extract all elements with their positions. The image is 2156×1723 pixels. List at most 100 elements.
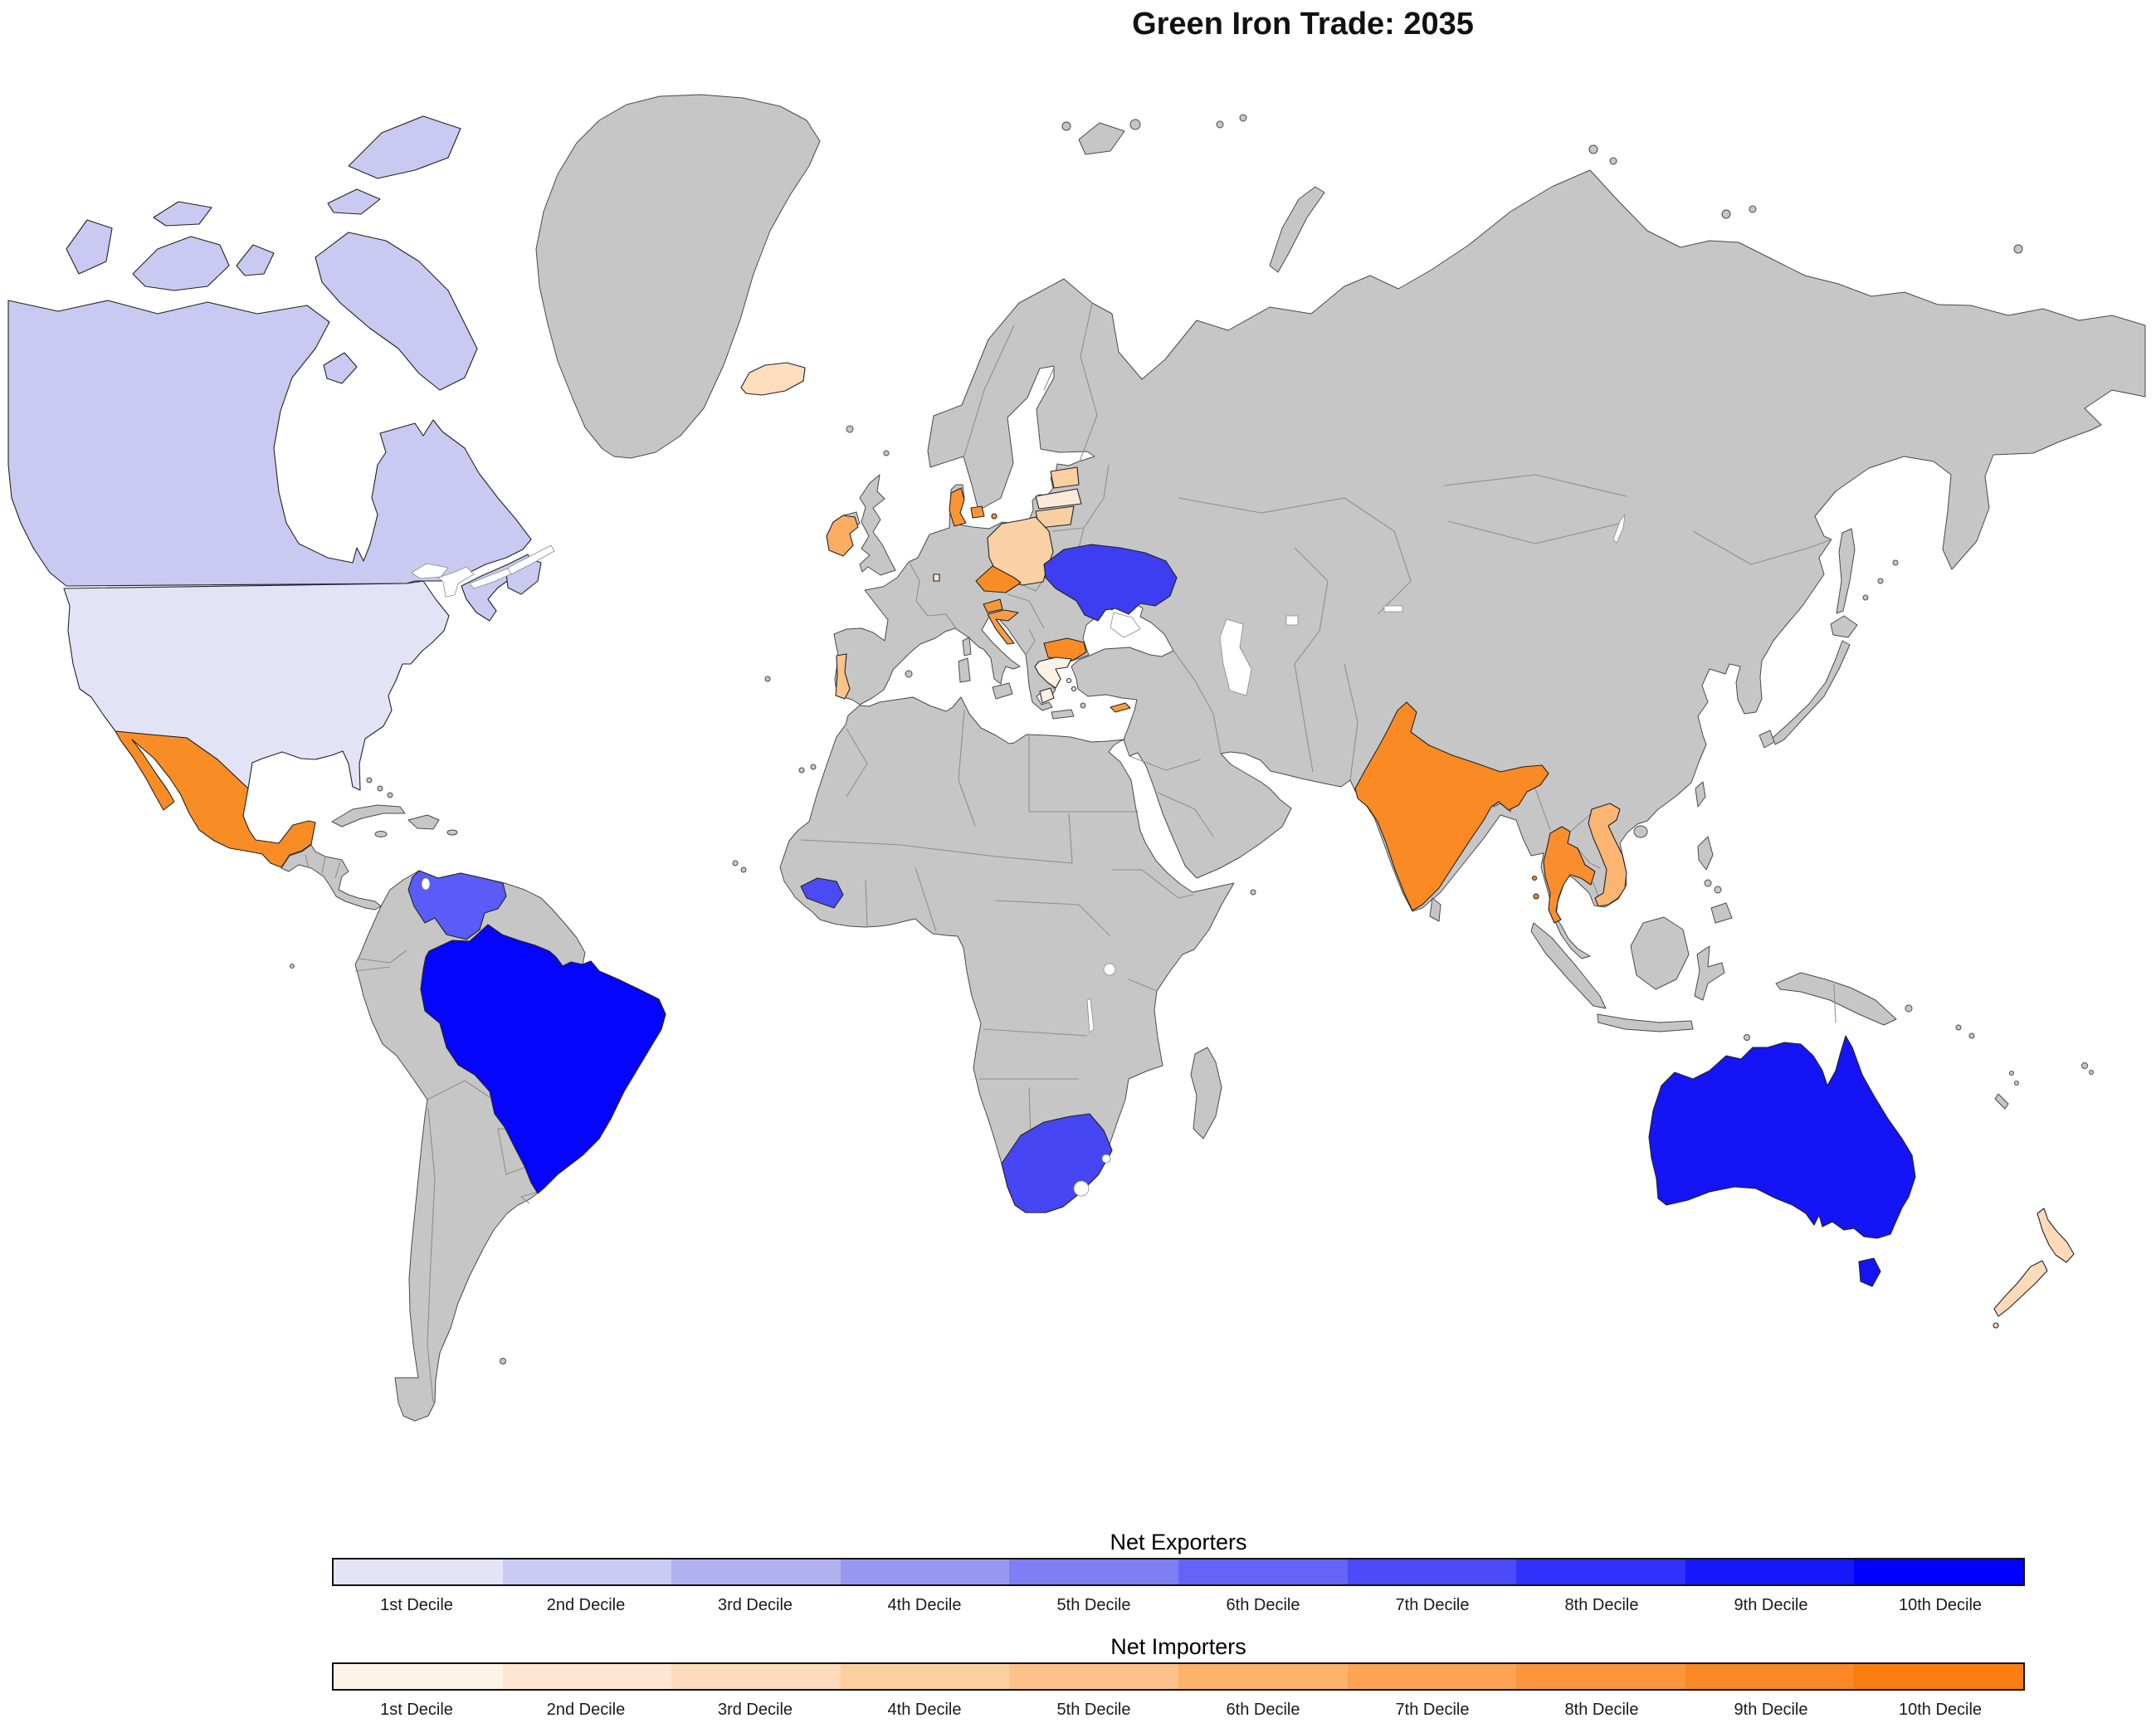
caspian-sea xyxy=(1219,618,1252,696)
island-visayas-2 xyxy=(1714,886,1722,894)
island-sulawesi xyxy=(1694,945,1725,1001)
country-canada-banks-island xyxy=(66,219,113,275)
country-canada-melville xyxy=(153,201,212,227)
island-sakhalin xyxy=(1836,528,1856,614)
legend-segment-importers xyxy=(671,1664,841,1689)
island-timor xyxy=(1744,1034,1750,1041)
country-portugal xyxy=(835,653,851,700)
island-java xyxy=(1597,1013,1694,1032)
island-fiji-1 xyxy=(2081,1062,2088,1069)
lake-victoria xyxy=(1103,963,1116,976)
lake-michigan-huron xyxy=(437,566,475,598)
legend-segment-exporters xyxy=(334,1559,503,1584)
legend-title-exporters: Net Exporters xyxy=(1110,1530,1247,1555)
landmass-central-america xyxy=(280,844,382,910)
island-jamaica xyxy=(374,831,388,837)
lake-baikal xyxy=(1612,514,1626,544)
country-usa xyxy=(63,580,450,791)
island-kyushu xyxy=(1758,730,1775,749)
island-kuril-2 xyxy=(1877,578,1884,584)
island-hispaniola xyxy=(407,814,440,830)
island-new-siberian-1 xyxy=(1721,209,1731,219)
country-new-zealand-north xyxy=(2036,1208,2075,1263)
legend-decile-label: 9th Decile xyxy=(1734,1701,1808,1719)
island-borneo xyxy=(1630,916,1690,990)
country-estonia xyxy=(1050,466,1080,489)
legend-segment-exporters xyxy=(1854,1559,2023,1584)
island-bahamas-1 xyxy=(366,777,373,783)
island-novaya-zemlya xyxy=(1269,186,1325,273)
legend-decile-label: 4th Decile xyxy=(887,1596,962,1614)
lake-superior xyxy=(411,563,449,579)
country-new-zealand-south xyxy=(1993,1260,2048,1317)
country-canada-devon xyxy=(327,188,381,215)
legend-decile-label: 7th Decile xyxy=(1395,1596,1470,1614)
country-denmark-zealand xyxy=(970,505,985,519)
landmass-africa xyxy=(779,696,1235,1213)
island-vanuatu-2 xyxy=(2014,1081,2019,1086)
legend-decile-label: 3rd Decile xyxy=(717,1701,793,1719)
legend-segment-exporters xyxy=(1685,1559,1855,1584)
island-visayas-1 xyxy=(1704,879,1712,887)
country-india xyxy=(1354,701,1549,911)
legend-segment-exporters xyxy=(502,1559,672,1584)
legend-decile-label: 6th Decile xyxy=(1226,1701,1300,1719)
country-canada-victoria-island xyxy=(132,236,230,291)
legend-segment-exporters xyxy=(1516,1559,1685,1584)
island-madagascar xyxy=(1190,1047,1222,1140)
internal-borders xyxy=(305,302,1837,1403)
island-new-caledonia xyxy=(1994,1093,2009,1110)
island-crete xyxy=(1051,709,1075,720)
island-franz-josef-2 xyxy=(1239,114,1247,122)
island-falkland xyxy=(500,1358,506,1364)
island-socotra xyxy=(1250,889,1256,896)
country-australia-tasmania xyxy=(1858,1257,1881,1287)
country-canada-ellesmere xyxy=(348,115,461,179)
legend-decile-label: 4th Decile xyxy=(887,1701,962,1719)
legend-segment-exporters xyxy=(671,1559,841,1584)
legend-segment-importers xyxy=(1854,1664,2023,1689)
island-sumatra xyxy=(1530,922,1607,1009)
legend-decile-label: 10th Decile xyxy=(1898,1701,1983,1719)
country-cyprus xyxy=(1110,702,1131,713)
legend-decile-label: 3rd Decile xyxy=(717,1596,793,1614)
country-bulgaria xyxy=(1043,637,1087,661)
country-greece xyxy=(1034,656,1072,689)
country-mexico xyxy=(115,730,316,868)
island-new-britain xyxy=(1905,1004,1913,1013)
legend-decile-label: 1st Decile xyxy=(380,1596,453,1614)
legend-decile-label: 2nd Decile xyxy=(546,1701,626,1719)
legend-segment-exporters xyxy=(840,1559,1010,1584)
legend-segment-importers xyxy=(840,1664,1010,1689)
island-faroe xyxy=(846,425,854,433)
st-lawrence-river xyxy=(507,544,555,575)
island-rhodes xyxy=(1080,702,1086,709)
legend-labels-importers: 1st Decile 2nd Decile 3rd Decile 4th Decile… xyxy=(332,1701,2025,1720)
country-greece-island-2 xyxy=(1071,686,1077,692)
country-thailand xyxy=(1543,826,1596,924)
country-brazil xyxy=(420,924,666,1194)
legend-segment-exporters xyxy=(1178,1559,1348,1584)
island-balearic xyxy=(905,670,913,678)
island-canary-1 xyxy=(798,767,805,774)
lake-balkhash xyxy=(1383,605,1403,613)
country-vietnam xyxy=(1588,803,1627,907)
island-united-kingdom xyxy=(859,474,896,576)
island-puerto-rico xyxy=(446,829,458,836)
legend-title-importers: Net Importers xyxy=(1110,1634,1246,1659)
country-canada xyxy=(7,300,532,587)
island-kuril-1 xyxy=(1862,594,1869,601)
country-new-zealand-stewart xyxy=(1993,1322,1999,1329)
country-denmark-bornholm xyxy=(991,513,998,520)
island-new-siberian-2 xyxy=(1749,205,1757,213)
legend-segment-importers xyxy=(1009,1664,1178,1689)
island-solomon-1 xyxy=(1955,1024,1962,1031)
legend-decile-label: 5th Decile xyxy=(1056,1701,1131,1719)
country-canada-baffin-island xyxy=(315,232,478,391)
legend-decile-label: 5th Decile xyxy=(1056,1596,1131,1614)
island-corsica xyxy=(962,637,972,656)
legend-decile-label: 1st Decile xyxy=(380,1701,453,1719)
legend-segment-exporters xyxy=(1009,1559,1178,1584)
island-bahamas-3 xyxy=(387,792,393,798)
